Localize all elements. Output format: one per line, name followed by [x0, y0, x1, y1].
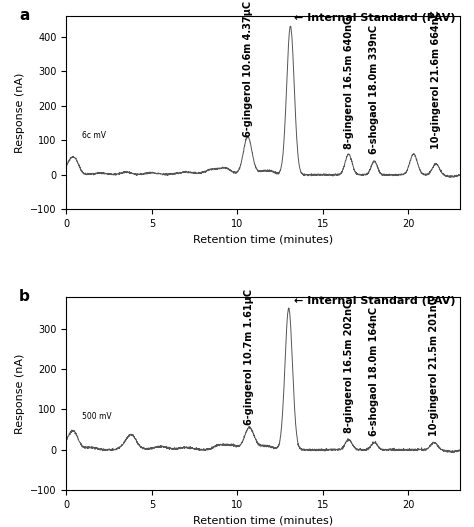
Text: 6-shogaol 18.0m 164nC: 6-shogaol 18.0m 164nC: [369, 307, 379, 436]
Text: 8-gingerol 16.5m 640nC: 8-gingerol 16.5m 640nC: [344, 17, 354, 149]
Text: 10-gingerol 21.5m 201nC: 10-gingerol 21.5m 201nC: [429, 297, 439, 436]
Text: b: b: [19, 289, 30, 304]
X-axis label: Retention time (minutes): Retention time (minutes): [193, 515, 333, 525]
Text: ← Internal Standard (PAV): ← Internal Standard (PAV): [294, 296, 456, 306]
Text: 6-shogaol 18.0m 339nC: 6-shogaol 18.0m 339nC: [369, 25, 379, 154]
Text: ← Internal Standard (PAV): ← Internal Standard (PAV): [294, 13, 456, 23]
Text: a: a: [19, 8, 29, 23]
Text: 8-gingerol 16.5m 202nC: 8-gingerol 16.5m 202nC: [344, 300, 354, 433]
Text: 500 mV: 500 mV: [82, 412, 112, 421]
Text: 6-gingerol 10.6m 4.37μC: 6-gingerol 10.6m 4.37μC: [243, 2, 253, 138]
X-axis label: Retention time (minutes): Retention time (minutes): [193, 235, 333, 245]
Text: 6c mV: 6c mV: [82, 131, 106, 140]
Y-axis label: Response (nA): Response (nA): [15, 72, 25, 153]
Text: 6-gingerol 10.7m 1.61μC: 6-gingerol 10.7m 1.61μC: [245, 289, 255, 425]
Text: 10-gingerol 21.6m 664nC: 10-gingerol 21.6m 664nC: [431, 10, 441, 149]
Y-axis label: Response (nA): Response (nA): [15, 353, 25, 434]
